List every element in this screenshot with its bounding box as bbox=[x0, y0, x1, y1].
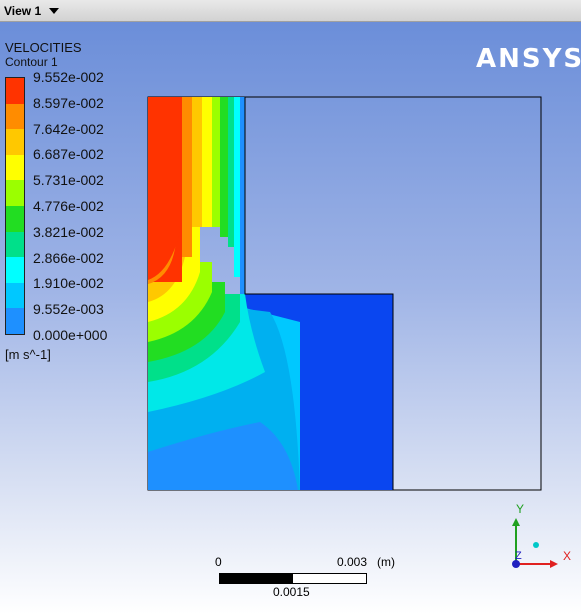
legend-tick-label: 9.552e-002 bbox=[33, 69, 104, 85]
axis-y-label: Y bbox=[516, 502, 525, 516]
legend-swatch bbox=[6, 205, 24, 232]
legend-tick-label: 6.687e-002 bbox=[33, 146, 104, 163]
legend-tick-label: 8.597e-002 bbox=[33, 94, 104, 111]
legend-tick-label: 9.552e-003 bbox=[33, 301, 104, 318]
scale-left-label: 0 bbox=[215, 555, 222, 569]
legend-swatch bbox=[6, 103, 24, 130]
legend-title: VELOCITIES bbox=[5, 40, 82, 55]
view-selector-label: View 1 bbox=[4, 4, 42, 18]
ansys-logo: ANSYS bbox=[476, 44, 581, 74]
legend-swatch bbox=[6, 129, 24, 155]
scale-right-label: 0.003 bbox=[337, 555, 368, 569]
channel-contours bbox=[148, 97, 300, 490]
legend-tick-label: 1.910e-002 bbox=[33, 275, 104, 292]
velocity-contour-plot bbox=[147, 96, 542, 491]
legend-subtitle: Contour 1 bbox=[5, 55, 58, 69]
axis-z-label: Z bbox=[515, 550, 522, 562]
legend-tick-label: 4.776e-002 bbox=[33, 198, 104, 214]
legend-color-bar bbox=[5, 77, 25, 335]
legend-swatch bbox=[6, 180, 24, 206]
scale-unit: (m) bbox=[377, 555, 395, 569]
view-title-bar: View 1 bbox=[0, 0, 581, 22]
wall-outline bbox=[244, 97, 394, 490]
legend-tick-label: 3.821e-002 bbox=[33, 223, 104, 240]
scale-bar-black bbox=[219, 573, 294, 584]
scale-bar: 0 0.003 (m) 0.0015 bbox=[200, 552, 420, 602]
legend-swatch bbox=[6, 257, 24, 283]
legend-tick-label: 2.866e-002 bbox=[33, 249, 104, 266]
legend-swatch bbox=[6, 308, 24, 334]
legend-tick-label: 0.000e+000 bbox=[33, 327, 108, 343]
legend-swatch bbox=[6, 78, 24, 104]
chevron-down-icon[interactable] bbox=[49, 8, 60, 14]
legend-tick-label: 7.642e-002 bbox=[33, 120, 104, 137]
legend-tick-labels: 9.552e-002 8.597e-002 7.642e-002 6.687e-002… bbox=[33, 67, 153, 343]
graphics-viewport[interactable]: VELOCITIES Contour 1 9.552e-002 8.597e-00… bbox=[0, 22, 581, 614]
legend-swatch bbox=[6, 154, 24, 181]
scale-mid-label: 0.0015 bbox=[273, 585, 310, 599]
scale-bar-white bbox=[292, 573, 367, 584]
legend-swatch bbox=[6, 231, 24, 258]
axis-triad-icon bbox=[512, 518, 558, 568]
legend-unit: [m s^-1] bbox=[5, 347, 51, 362]
axis-x-label: X bbox=[563, 549, 572, 563]
legend-swatch bbox=[6, 282, 24, 309]
legend-tick-label: 5.731e-002 bbox=[33, 172, 104, 189]
axis-triad[interactable]: X Y Z bbox=[500, 502, 580, 582]
view-selector[interactable]: View 1 bbox=[4, 3, 60, 19]
